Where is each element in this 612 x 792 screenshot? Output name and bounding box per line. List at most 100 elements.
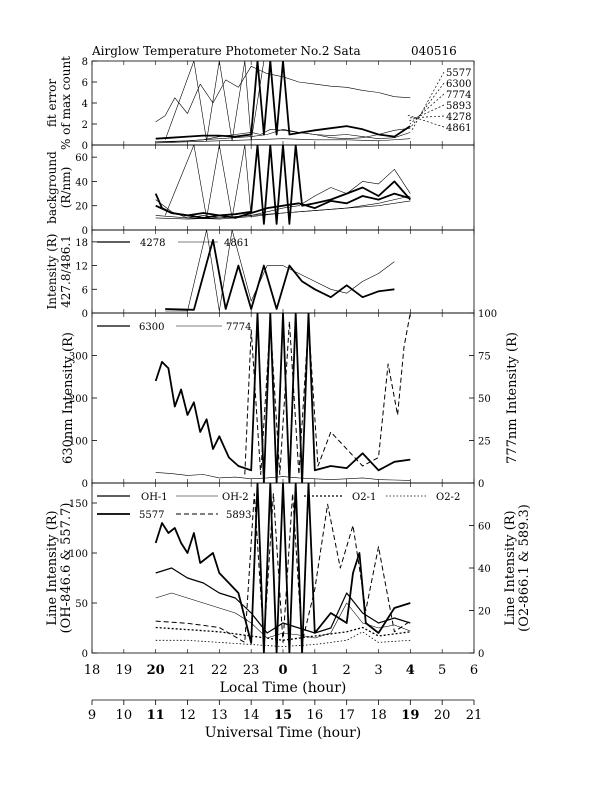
- legend-leader-5577: [411, 71, 445, 131]
- ytick-label-intensity-4278-4861-12: 12: [75, 262, 88, 273]
- series-intensity-6300-7774-7774-dashed: [244, 313, 411, 475]
- ylabel-fit-error-1: % of max count: [59, 56, 73, 150]
- ylabel-background-0: background: [45, 151, 59, 224]
- legend-fit-4861: 4861: [446, 123, 471, 134]
- ytick-label-intensity-6300-7774-0: 0: [82, 479, 88, 490]
- series-line-intensity-5577: [154, 483, 411, 653]
- series-background-5893: [155, 192, 411, 219]
- ytick-label-intensity-6300-7774-100: 100: [69, 437, 88, 448]
- series-fit-error-5893: [155, 127, 411, 143]
- ut-tick-label-14: 14: [243, 708, 260, 723]
- lt-tick-20: 20: [147, 663, 165, 678]
- legend-o21: O2-1: [352, 492, 376, 503]
- ytick-right-label-intensity-6300-7774-25: 25: [478, 437, 491, 448]
- legend-4278: 4278: [140, 238, 165, 249]
- ut-tick-label-19: 19: [401, 708, 419, 723]
- ut-tick-label-20: 20: [434, 708, 451, 723]
- ylabel-background-1: (R/nm): [59, 167, 73, 209]
- ytick-label-fit-error-6: 6: [82, 78, 88, 89]
- lt-tick-23: 23: [243, 663, 260, 678]
- ylabel-right-intensity-6300-7774: 777nm Intensity (R): [505, 332, 520, 464]
- series-line-intensity-O2-2: [155, 631, 411, 647]
- series-fit-error-5577: [155, 66, 411, 123]
- ylabel-intensity-4278-4861-0: Intensity (R): [45, 234, 59, 310]
- ut-tick-label-18: 18: [370, 708, 387, 723]
- legend-fit-4278: 4278: [446, 112, 471, 123]
- ut-tick-label-12: 12: [179, 708, 196, 723]
- legend-leader-4861: [406, 114, 445, 128]
- ytick-label-fit-error-0: 0: [82, 141, 88, 152]
- ytick-label-intensity-6300-7774-200: 200: [69, 394, 88, 405]
- ytick-label-line-intensity-0: 0: [82, 649, 88, 660]
- series-fit-error-4278: [164, 61, 265, 142]
- series-intensity-6300-7774-7774: [155, 472, 411, 481]
- series-fit-error-6300: [155, 61, 411, 140]
- series-intensity-6300-7774-6300: [154, 313, 411, 483]
- legend-leader-5893: [408, 104, 445, 122]
- ytick-right-label-line-intensity-60: 60: [478, 522, 491, 533]
- lt-tick-18: 18: [84, 663, 101, 678]
- lt-tick-5: 5: [438, 663, 446, 678]
- ut-tick-label-16: 16: [307, 708, 324, 723]
- series-fit-error-4861: [155, 138, 411, 144]
- lt-tick-22: 22: [211, 663, 228, 678]
- ylabel-intensity-6300-7774: 630nm Intensity (R): [61, 332, 76, 464]
- ut-tick-label-21: 21: [466, 708, 483, 723]
- ytick-label-fit-error-8: 8: [82, 57, 88, 68]
- date-code: 040516: [411, 44, 457, 58]
- ut-tick-label-11: 11: [147, 708, 165, 723]
- legend-fit-7774: 7774: [446, 90, 471, 101]
- legend-oh2: OH-2: [222, 492, 249, 503]
- lt-tick-21: 21: [179, 663, 196, 678]
- ut-axis-label: Universal Time (hour): [205, 725, 362, 741]
- ut-tick-label-9: 9: [88, 708, 96, 723]
- series-line-intensity-OH-2: [155, 592, 411, 639]
- ut-tick-label-13: 13: [211, 708, 228, 723]
- ytick-label-background-0: 0: [82, 226, 88, 237]
- panel-frame-line-intensity: [91, 482, 475, 654]
- series-group-intensity-6300-7774: [154, 313, 411, 483]
- lt-tick-4: 4: [406, 663, 415, 678]
- ytick-label-intensity-4278-4861-0: 0: [82, 309, 88, 320]
- legend-5893: 5893: [226, 510, 251, 521]
- series-intensity-4278-4861-4278: [165, 238, 395, 311]
- legend-4861: 4861: [224, 238, 249, 249]
- legend-oh1: OH-1: [141, 492, 168, 503]
- legend-fit-5577: 5577: [446, 68, 471, 79]
- ytick-label-intensity-6300-7774-300: 300: [69, 352, 88, 363]
- panel-frame-background: [91, 144, 475, 231]
- ytick-label-fit-error-4: 4: [82, 99, 88, 110]
- ytick-label-intensity-4278-4861-18: 18: [75, 238, 88, 249]
- series-group-intensity-4278-4861: [165, 230, 395, 312]
- series-background-5577: [154, 145, 411, 225]
- legend-leader-6300: [410, 82, 445, 128]
- ylabel-fit-error-0: fit error: [45, 79, 59, 127]
- lt-tick-1: 1: [311, 663, 319, 678]
- panel-frame-intensity-6300-7774: [91, 312, 475, 484]
- ylabel-right-line-intensity-0: Line Intensity (R): [503, 510, 518, 625]
- legend-fit-6300: 6300: [446, 79, 471, 90]
- lt-tick-2: 2: [343, 663, 351, 678]
- legend-leader-7774: [409, 93, 445, 125]
- series-group-line-intensity: [154, 483, 411, 653]
- ytick-label-background-40: 40: [75, 177, 88, 188]
- lt-tick-3: 3: [374, 663, 382, 678]
- ylabel-line-intensity-0: Line Intensity (R): [45, 510, 60, 625]
- chart-title: Airglow Temperature Photometer No.2 Sata: [92, 44, 361, 58]
- ytick-label-intensity-4278-4861-6: 6: [82, 285, 88, 296]
- ytick-label-line-intensity-100: 100: [69, 549, 88, 560]
- legend-7774: 7774: [226, 322, 251, 333]
- lt-tick-0: 0: [278, 663, 287, 678]
- ytick-right-label-intensity-6300-7774-75: 75: [478, 352, 491, 363]
- ytick-right-label-intensity-6300-7774-100: 100: [478, 309, 497, 320]
- legend-fit-5893: 5893: [446, 101, 471, 112]
- ut-tick-label-15: 15: [274, 708, 292, 723]
- lt-axis-label: Local Time (hour): [220, 680, 347, 696]
- series-group-fit-error: [155, 61, 411, 144]
- series-background-4278: [164, 145, 252, 219]
- ytick-right-label-line-intensity-20: 20: [478, 607, 491, 618]
- ylabel-line-intensity-1: (OH-846.6 & 557.7): [59, 503, 74, 634]
- series-intensity-4278-4861-4861: [165, 230, 395, 312]
- ytick-label-background-20: 20: [75, 202, 88, 213]
